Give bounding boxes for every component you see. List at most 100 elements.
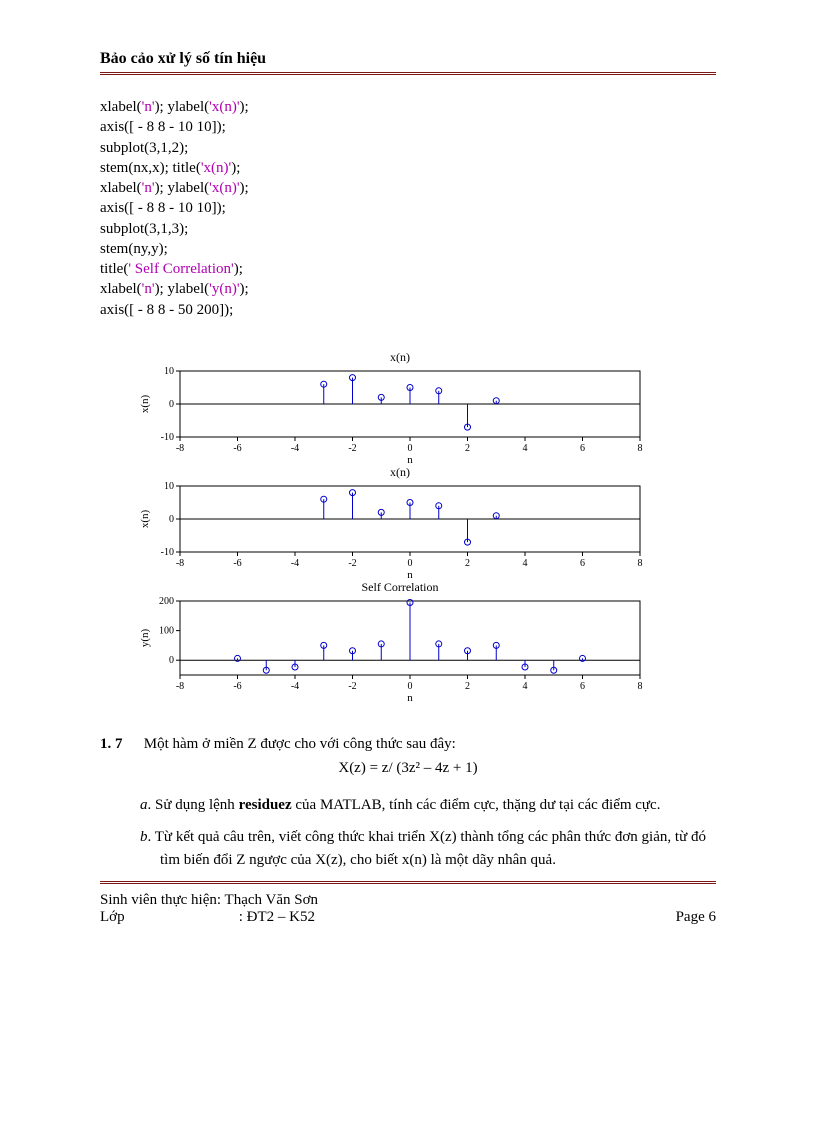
svg-text:n: n: [407, 454, 413, 465]
svg-text:-4: -4: [291, 558, 299, 569]
code-text: title(: [100, 261, 128, 277]
item-letter: b: [140, 829, 148, 845]
section-formula: X(z) = z/ (3z² – 4z + 1): [100, 757, 716, 780]
svg-text:2: 2: [465, 558, 470, 569]
footer-class-value: : ĐT2 – K52: [239, 909, 315, 925]
chart-container: x(n)-8-6-4-202468-10010nx(n): [140, 465, 660, 580]
svg-text:-6: -6: [233, 681, 241, 692]
svg-text:-8: -8: [176, 558, 184, 569]
code-line: subplot(3,1,3);: [100, 219, 716, 239]
svg-text:-8: -8: [176, 443, 184, 454]
svg-text:0: 0: [169, 399, 174, 410]
code-text: );: [234, 261, 243, 277]
svg-text:-10: -10: [161, 432, 174, 443]
svg-text:6: 6: [580, 681, 585, 692]
code-text: stem(ny,y);: [100, 241, 168, 257]
code-string: 'n': [142, 99, 155, 115]
code-text: subplot(3,1,3);: [100, 221, 188, 237]
code-text: );: [240, 180, 249, 196]
svg-text:0: 0: [169, 514, 174, 525]
code-text: ); ylabel(: [155, 99, 210, 115]
stem-chart: -8-6-4-202468-10010nx(n): [140, 482, 646, 580]
svg-text:4: 4: [523, 681, 528, 692]
svg-text:10: 10: [164, 367, 174, 377]
code-string: 'x(n)': [209, 99, 239, 115]
code-text: axis([ - 8 8 - 10 10]);: [100, 119, 226, 135]
svg-text:0: 0: [408, 681, 413, 692]
charts-area: x(n)-8-6-4-202468-10010nx(n)x(n)-8-6-4-2…: [140, 350, 660, 703]
item-bold: residuez: [239, 797, 292, 813]
svg-text:6: 6: [580, 443, 585, 454]
svg-text:8: 8: [638, 558, 643, 569]
item-letter: a: [140, 797, 148, 813]
code-block: xlabel('n'); ylabel('x(n)');axis([ - 8 8…: [100, 97, 716, 320]
page-header-title: Bảo cảo xử lý số tín hiệu: [100, 50, 716, 68]
svg-text:-2: -2: [348, 558, 356, 569]
chart-title: x(n): [140, 465, 660, 480]
code-text: stem(nx,x); title(: [100, 160, 201, 176]
code-string: 'y(n)': [209, 281, 239, 297]
footer-class-label: Lớp: [100, 909, 235, 926]
chart-title: x(n): [140, 350, 660, 365]
item-text: của MATLAB, tính các điểm cực, thặng dư …: [292, 797, 661, 813]
svg-text:x(n): x(n): [140, 509, 151, 528]
svg-text:-6: -6: [233, 443, 241, 454]
code-string: 'n': [142, 180, 155, 196]
svg-text:6: 6: [580, 558, 585, 569]
section-1-7: 1. 7 Một hàm ở miền Z được cho với công …: [100, 733, 716, 872]
code-line: subplot(3,1,2);: [100, 138, 716, 158]
svg-text:-10: -10: [161, 547, 174, 558]
svg-text:200: 200: [159, 597, 174, 607]
svg-text:100: 100: [159, 625, 174, 636]
svg-text:-8: -8: [176, 681, 184, 692]
code-line: xlabel('n'); ylabel('x(n)');: [100, 97, 716, 117]
svg-text:2: 2: [465, 443, 470, 454]
svg-text:8: 8: [638, 681, 643, 692]
svg-text:y(n): y(n): [140, 628, 151, 647]
footer-author-value: Thạch Văn Sơn: [225, 892, 318, 908]
code-line: axis([ - 8 8 - 10 10]);: [100, 117, 716, 137]
chart-container: x(n)-8-6-4-202468-10010nx(n): [140, 350, 660, 465]
code-line: title(' Self Correlation');: [100, 259, 716, 279]
svg-text:4: 4: [523, 558, 528, 569]
code-text: xlabel(: [100, 180, 142, 196]
code-text: xlabel(: [100, 99, 142, 115]
item-text: . Sử dụng lệnh: [148, 797, 239, 813]
svg-text:0: 0: [408, 443, 413, 454]
svg-text:-4: -4: [291, 443, 299, 454]
section-item: a. Sử dụng lệnh residuez của MATLAB, tín…: [160, 794, 716, 817]
code-text: );: [240, 99, 249, 115]
code-text: axis([ - 8 8 - 50 200]);: [100, 302, 233, 318]
code-text: );: [240, 281, 249, 297]
svg-text:-4: -4: [291, 681, 299, 692]
svg-text:0: 0: [408, 558, 413, 569]
svg-text:-6: -6: [233, 558, 241, 569]
section-item: b. Từ kết quả câu trên, viết công thức k…: [160, 826, 716, 871]
stem-chart: -8-6-4-202468-10010nx(n): [140, 367, 646, 465]
code-string: ' Self Correlation': [128, 261, 233, 277]
stem-chart: -8 -6 -4 -2 0 2 4 6 8 0 100 200 n y(n): [140, 597, 646, 703]
svg-text:2: 2: [465, 681, 470, 692]
svg-text:x(n): x(n): [140, 394, 151, 413]
section-intro: Một hàm ở miền Z được cho với công thức …: [144, 736, 456, 752]
chart-title: Self Correlation: [140, 580, 660, 595]
code-line: axis([ - 8 8 - 50 200]);: [100, 300, 716, 320]
svg-text:n: n: [407, 692, 413, 703]
section-number: 1. 7: [100, 733, 140, 756]
code-text: );: [231, 160, 240, 176]
code-text: xlabel(: [100, 281, 142, 297]
code-line: xlabel('n'); ylabel('x(n)');: [100, 178, 716, 198]
code-text: subplot(3,1,2);: [100, 140, 188, 156]
header-divider: [100, 72, 716, 79]
svg-text:4: 4: [523, 443, 528, 454]
svg-text:0: 0: [169, 655, 174, 666]
code-line: stem(ny,y);: [100, 239, 716, 259]
code-text: ); ylabel(: [155, 180, 210, 196]
code-line: stem(nx,x); title('x(n)');: [100, 158, 716, 178]
svg-text:-2: -2: [348, 681, 356, 692]
code-string: 'n': [142, 281, 155, 297]
code-string: 'x(n)': [209, 180, 239, 196]
code-string: 'x(n)': [201, 160, 231, 176]
chart-container: Self Correlation -8 -6 -4 -2 0 2 4 6 8 0 100 200 n y(n…: [140, 580, 660, 703]
code-text: ); ylabel(: [155, 281, 210, 297]
